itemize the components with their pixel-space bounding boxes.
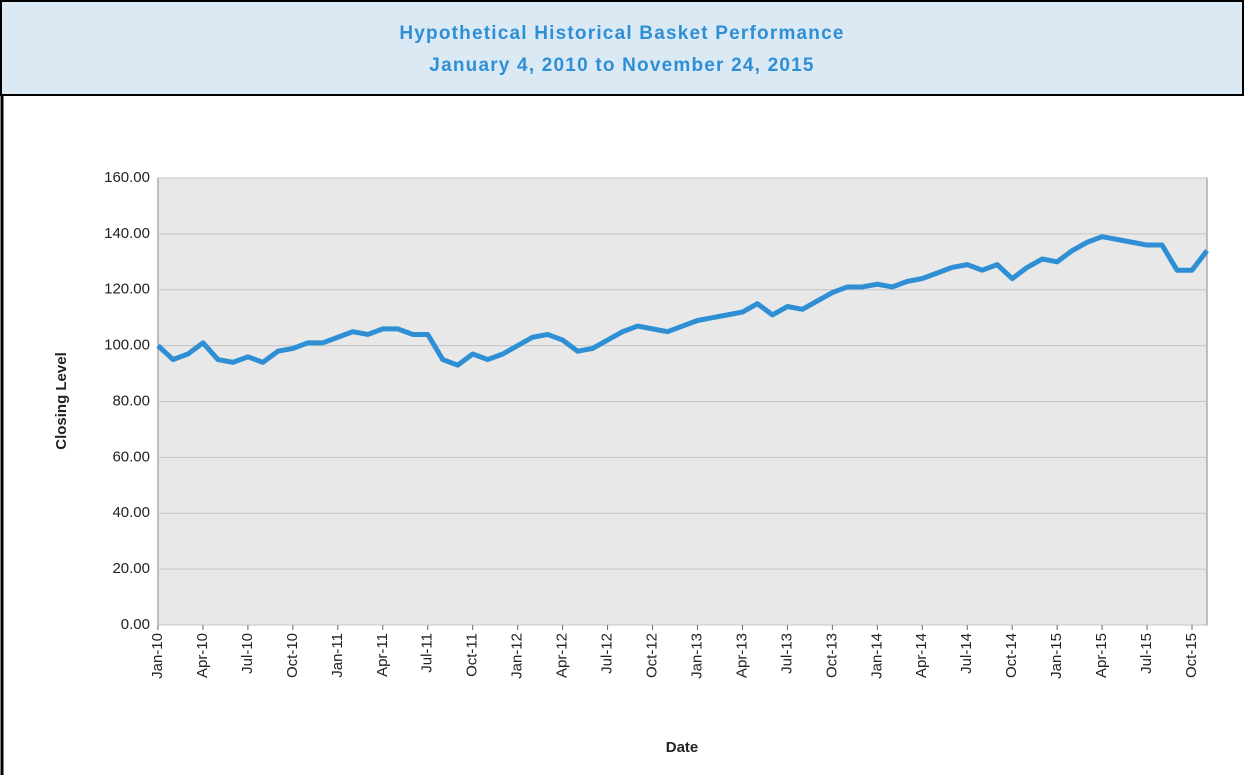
x-tick-label: Jul-10 [239, 633, 256, 674]
y-axis-label: Closing Level [53, 352, 70, 450]
x-tick-label: Oct-12 [643, 633, 660, 678]
x-tick-label: Apr-13 [733, 633, 750, 678]
y-tick-label: 20.00 [112, 560, 150, 577]
header-band [0, 0, 1244, 96]
x-tick-label: Jan-15 [1048, 633, 1065, 679]
series-line [156, 234, 1209, 368]
y-tick-label: 100.00 [104, 337, 150, 354]
x-tick-label: Oct-14 [1003, 633, 1020, 678]
x-tick-label: Jul-13 [778, 633, 795, 674]
x-axis-label: Date [666, 739, 699, 756]
x-tick-label: Oct-10 [284, 633, 301, 678]
y-tick-label: 120.00 [104, 281, 150, 298]
x-tick-label: Jan-13 [688, 633, 705, 679]
y-tick-label: 140.00 [104, 225, 150, 242]
chart-title: Hypothetical Historical Basket Performan… [399, 23, 844, 44]
x-tick-label: Jan-12 [509, 633, 526, 679]
x-tick-label: Jan-11 [329, 633, 346, 678]
y-tick-label: 40.00 [112, 504, 150, 521]
y-tick-label: 160.00 [104, 169, 150, 186]
x-tick-label: Oct-13 [823, 633, 840, 678]
y-tick-label: 80.00 [112, 392, 150, 409]
x-tick-label: Apr-12 [554, 633, 571, 678]
x-tick-label: Oct-11 [464, 633, 481, 677]
x-tick-label: Jul-12 [599, 633, 616, 674]
x-tick-label: Apr-11 [374, 633, 391, 677]
x-tick-label: Jul-14 [958, 633, 975, 674]
chart-subtitle: January 4, 2010 to November 24, 2015 [429, 55, 814, 76]
x-tick-label: Jan-14 [868, 633, 885, 679]
x-tick-label: Apr-10 [194, 633, 211, 678]
x-tick-label: Jul-15 [1138, 633, 1155, 674]
x-tick-label: Apr-15 [1093, 633, 1110, 678]
x-tick-label: Jan-10 [149, 633, 166, 679]
x-tick-label: Jul-11 [419, 633, 436, 673]
y-tick-label: 60.00 [112, 448, 150, 465]
x-tick-label: Oct-15 [1183, 633, 1200, 678]
x-tick-label: Apr-14 [913, 633, 930, 678]
y-tick-label: 0.00 [121, 616, 150, 633]
